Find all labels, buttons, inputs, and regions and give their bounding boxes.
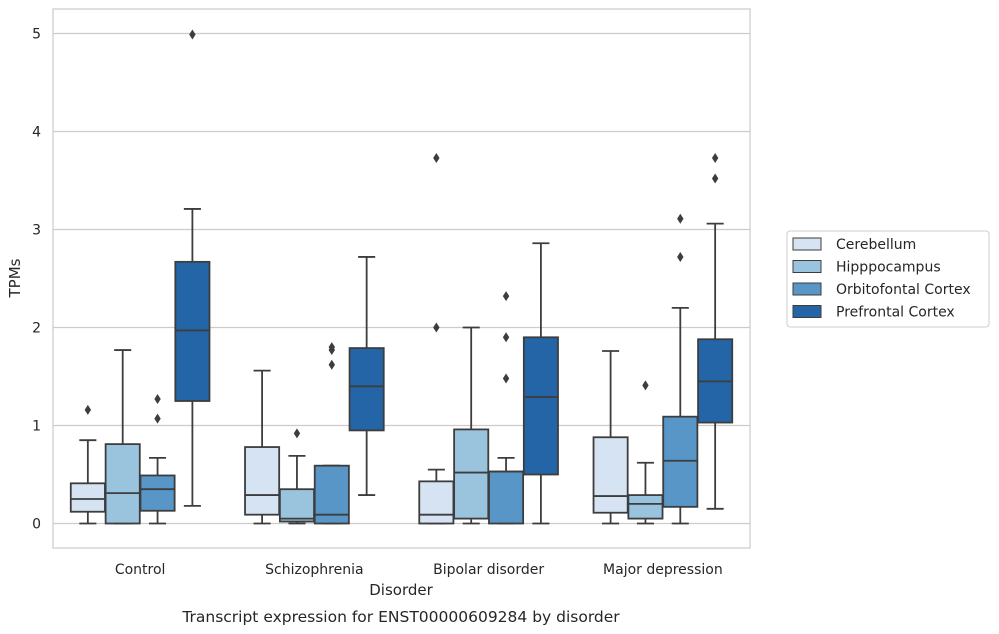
- y-tick-label: 3: [32, 223, 41, 239]
- outlier-point: [433, 322, 440, 333]
- legend-swatch: [792, 282, 822, 296]
- y-axis-label: TPMs: [6, 258, 24, 298]
- outlier-point: [189, 29, 196, 40]
- outlier-point: [433, 152, 440, 163]
- box-1-1: [278, 428, 315, 525]
- box-1-2: [453, 326, 490, 525]
- box-0-0: [69, 404, 106, 525]
- box-body: [418, 480, 455, 525]
- box-body: [139, 474, 176, 512]
- y-tick-label: 5: [32, 27, 41, 43]
- outlier-point: [677, 251, 684, 262]
- x-tick-label: Schizophrenia: [265, 562, 363, 578]
- legend-label: Hipppocampus: [836, 260, 941, 276]
- outlier-point: [154, 394, 161, 405]
- box-body: [522, 336, 559, 476]
- legend-items: Cerebellum Hipppocampus Orbitofontal Corte…: [792, 237, 971, 321]
- outlier-point: [84, 404, 92, 415]
- legend-label: Cerebellum: [836, 237, 916, 253]
- box-body: [69, 482, 106, 513]
- outlier-point: [502, 373, 510, 384]
- box-2-0: [139, 394, 176, 525]
- y-tick-label: 1: [32, 419, 41, 435]
- y-axis-ticks: 0 1 2 3 4 5: [32, 27, 41, 533]
- box-body: [627, 494, 664, 520]
- box-0-3: [592, 350, 629, 525]
- outlier-point: [711, 173, 719, 184]
- x-tick-label: Bipolar disorder: [433, 562, 544, 578]
- y-tick-label: 2: [32, 321, 41, 337]
- plot-area-frame: [52, 8, 751, 549]
- legend-label: Orbitofontal Cortex: [836, 282, 971, 298]
- outlier-point: [328, 359, 335, 370]
- box-body: [662, 415, 699, 508]
- box-body: [244, 446, 281, 516]
- box-body: [453, 428, 490, 520]
- box-3-3: [697, 152, 734, 510]
- box-2-2: [488, 291, 525, 525]
- outlier-point: [328, 342, 335, 353]
- legend-label: Prefrontal Cortex: [836, 305, 955, 321]
- outlier-point: [677, 213, 684, 224]
- y-tick-label: 0: [32, 517, 41, 533]
- x-tick-label: Control: [115, 562, 166, 578]
- box-2-3: [662, 213, 699, 525]
- x-axis-label: Disorder: [369, 581, 433, 599]
- box-body: [278, 488, 315, 523]
- box-1-3: [627, 380, 664, 525]
- box-body: [348, 347, 385, 432]
- legend-swatch: [792, 237, 822, 251]
- legend-frame: [786, 230, 990, 328]
- box-3-1: [348, 256, 385, 496]
- outlier-point: [293, 428, 301, 439]
- box-body: [174, 260, 211, 402]
- boxes: [69, 29, 734, 525]
- outlier-point: [711, 152, 719, 163]
- legend-swatch: [792, 305, 822, 318]
- legend-swatch: [792, 260, 822, 273]
- box-3-0: [174, 29, 211, 507]
- box-2-1: [313, 342, 350, 525]
- gridlines: [53, 32, 750, 525]
- box-0-1: [244, 369, 281, 525]
- x-axis-ticks: Control Schizophrenia Bipolar disorder Majo…: [115, 562, 723, 578]
- y-tick-label: 4: [32, 125, 41, 141]
- box-body: [488, 470, 525, 525]
- outlier-point: [502, 291, 510, 302]
- x-tick-label: Major depression: [603, 562, 723, 578]
- box-1-0: [104, 349, 141, 525]
- box-0-2: [418, 152, 455, 525]
- chart-caption: Transcript expression for ENST0000060928…: [181, 608, 620, 626]
- box-body: [104, 443, 141, 525]
- box-3-2: [522, 242, 559, 525]
- box-body: [592, 436, 629, 514]
- outlier-point: [502, 332, 510, 343]
- outlier-point: [154, 413, 161, 424]
- legend: Cerebellum Hipppocampus Orbitofontal Corte…: [786, 230, 990, 328]
- outlier-point: [642, 380, 649, 391]
